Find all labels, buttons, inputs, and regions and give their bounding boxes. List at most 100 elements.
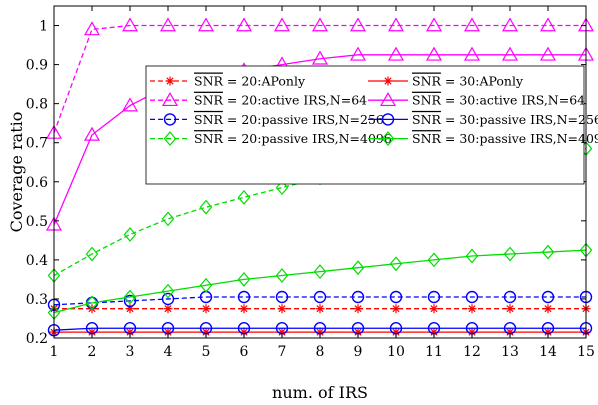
data-point bbox=[159, 17, 177, 32]
data-point bbox=[277, 304, 287, 314]
data-point bbox=[85, 295, 99, 311]
data-point bbox=[349, 17, 367, 32]
legend-label: SNR = 20:passive IRS,N=256 bbox=[194, 112, 384, 127]
legend-entry: SNR = 30:passive IRS,N=256 bbox=[368, 112, 598, 127]
data-point bbox=[201, 304, 211, 314]
y-tick-label: 0.7 bbox=[26, 136, 48, 152]
x-tick-label: 10 bbox=[387, 344, 405, 360]
x-tick-label: 11 bbox=[425, 344, 443, 360]
data-point bbox=[121, 17, 139, 32]
legend-label: SNR = 20:active IRS,N=64 bbox=[194, 93, 367, 108]
y-tick-label: 0.2 bbox=[26, 331, 48, 347]
data-point bbox=[429, 304, 439, 314]
data-point bbox=[275, 268, 289, 283]
series-line bbox=[53, 249, 587, 314]
legend-marker bbox=[163, 113, 177, 126]
snr-symbol: SNR bbox=[194, 131, 224, 146]
x-tick-label: 3 bbox=[126, 344, 135, 360]
legend-marker bbox=[161, 91, 179, 107]
legend-label-text: = 20:APonly bbox=[223, 74, 306, 89]
legend-label-text: = 30:APonly bbox=[441, 74, 524, 89]
x-tick-label: 5 bbox=[202, 344, 211, 360]
data-point bbox=[349, 46, 367, 61]
data-point bbox=[541, 244, 555, 260]
x-tick-label: 15 bbox=[577, 344, 595, 360]
data-point bbox=[83, 21, 101, 36]
data-point bbox=[539, 17, 557, 32]
y-tick-label: 0.3 bbox=[26, 292, 48, 308]
data-point bbox=[463, 17, 481, 32]
data-point bbox=[315, 304, 325, 314]
y-axis-title: Coverage ratio bbox=[7, 112, 26, 233]
snr-symbol: SNR bbox=[412, 112, 442, 127]
x-tick-label: 4 bbox=[164, 344, 173, 360]
data-point bbox=[501, 17, 519, 32]
data-point bbox=[351, 290, 365, 304]
legend-marker bbox=[163, 131, 177, 147]
snr-symbol: SNR bbox=[412, 93, 442, 108]
series-line bbox=[53, 296, 586, 306]
x-tick-label: 12 bbox=[463, 344, 481, 360]
x-tick-label: 13 bbox=[501, 344, 519, 360]
data-point bbox=[387, 46, 405, 61]
legend-label-text: = 30:active IRS,N=64 bbox=[441, 93, 585, 108]
x-tick-label: 14 bbox=[539, 344, 557, 360]
data-point bbox=[389, 290, 403, 304]
y-tick-label: 0.9 bbox=[26, 58, 48, 74]
data-point bbox=[505, 304, 515, 314]
data-point bbox=[199, 199, 213, 215]
legend-marker bbox=[165, 76, 175, 86]
data-point bbox=[239, 304, 249, 314]
y-tick-label: 0.8 bbox=[26, 97, 48, 113]
data-point bbox=[83, 126, 101, 141]
data-point bbox=[465, 248, 479, 264]
data-point bbox=[543, 304, 553, 314]
data-point bbox=[541, 290, 555, 304]
legend-label: SNR = 30:passive IRS,N=256 bbox=[412, 112, 598, 127]
legend-entry: SNR = 30:passive IRS,N=4096 bbox=[368, 131, 598, 146]
snr-symbol: SNR bbox=[194, 93, 224, 108]
data-point bbox=[163, 304, 173, 314]
legend-marker bbox=[379, 91, 397, 107]
data-point bbox=[503, 246, 517, 262]
y-tick-label: 1 bbox=[39, 19, 48, 35]
data-point bbox=[311, 50, 329, 65]
data-point bbox=[539, 46, 557, 61]
data-point bbox=[123, 227, 137, 242]
legend-entry: SNR = 30:APonly bbox=[368, 74, 524, 89]
x-tick-label: 1 bbox=[50, 344, 59, 360]
x-tick-label: 8 bbox=[316, 344, 325, 360]
legend-label: SNR = 30:passive IRS,N=4096 bbox=[412, 131, 598, 146]
data-point bbox=[237, 271, 251, 287]
data-point bbox=[427, 290, 441, 304]
legend-label: SNR = 20:APonly bbox=[194, 74, 306, 89]
data-point bbox=[235, 17, 253, 32]
data-point bbox=[391, 304, 401, 314]
legend-entry: SNR = 20:active IRS,N=64 bbox=[150, 91, 367, 108]
data-point bbox=[501, 46, 519, 61]
x-tick-label: 9 bbox=[354, 344, 363, 360]
data-point bbox=[463, 46, 481, 61]
data-point bbox=[161, 211, 175, 227]
legend-label-text: = 30:passive IRS,N=4096 bbox=[441, 131, 598, 146]
data-point bbox=[275, 290, 289, 304]
legend-entry: SNR = 20:passive IRS,N=256 bbox=[150, 112, 384, 127]
data-point bbox=[313, 264, 327, 280]
data-point bbox=[387, 17, 405, 32]
data-point bbox=[161, 283, 175, 299]
legend-label-text: = 30:passive IRS,N=256 bbox=[441, 112, 598, 127]
legend-marker bbox=[381, 131, 395, 147]
legend-entry: SNR = 30:active IRS,N=64 bbox=[368, 91, 585, 108]
data-point bbox=[237, 290, 251, 304]
axes-layer: 1 2 3 4 5 6 7 8 9 10 11 12 13 14 150.20.30.40.50.60.70… bbox=[26, 6, 595, 360]
legend-label-text: = 20:passive IRS,N=4096 bbox=[223, 131, 392, 146]
snr-symbol: SNR bbox=[412, 74, 442, 89]
data-point bbox=[425, 17, 443, 32]
x-tick-label: 7 bbox=[278, 344, 287, 360]
data-point bbox=[161, 292, 175, 306]
x-tick-label: 6 bbox=[240, 344, 249, 360]
legend-label: SNR = 20:passive IRS,N=4096 bbox=[194, 131, 392, 146]
legend-entry: SNR = 20:passive IRS,N=4096 bbox=[150, 131, 392, 146]
data-point bbox=[427, 252, 441, 268]
